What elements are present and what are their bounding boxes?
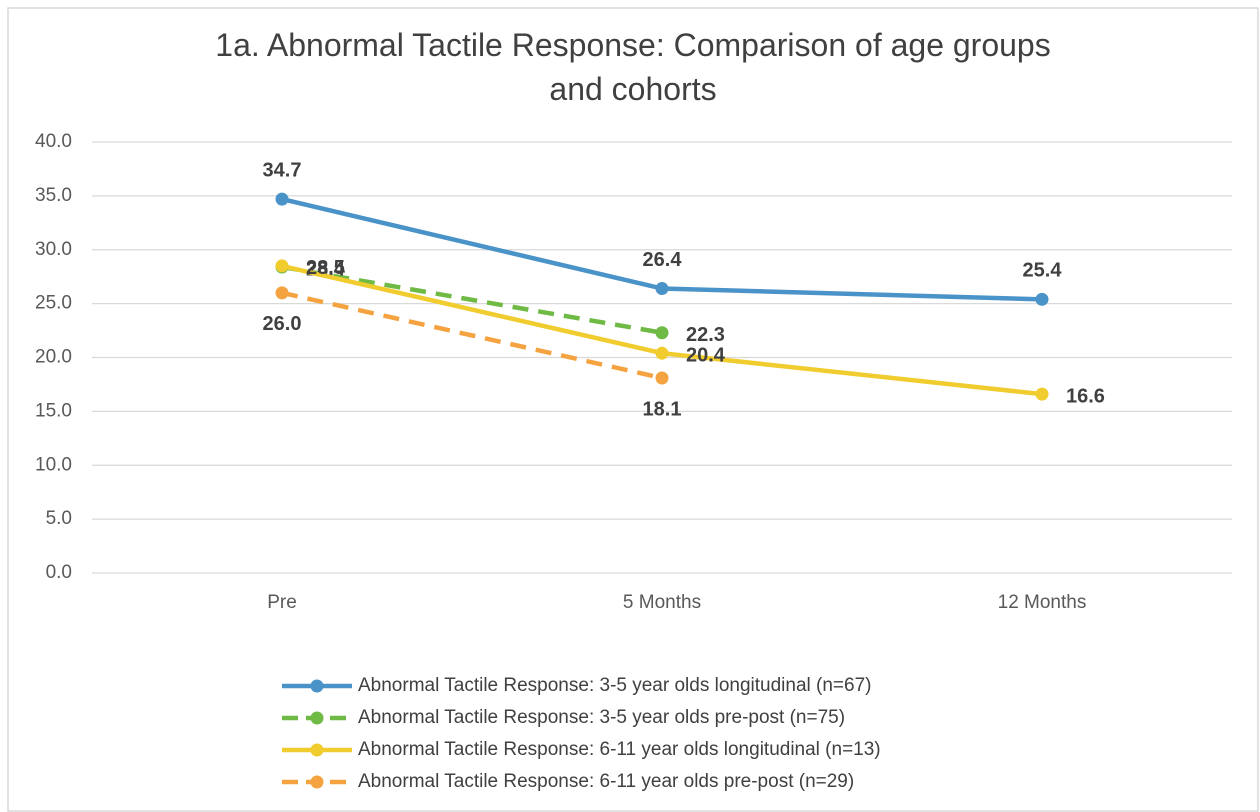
y-tick-label: 5.0 (46, 508, 72, 529)
x-tick-label: Pre (267, 592, 297, 613)
data-point (655, 326, 669, 340)
data-point (655, 346, 669, 360)
legend-label: Abnormal Tactile Response: 3-5 year olds… (358, 675, 871, 696)
legend-marker (310, 711, 324, 725)
series-line (281, 264, 663, 335)
y-tick-label: 40.0 (35, 131, 72, 152)
data-point (275, 286, 289, 300)
data-label: 28.5 (306, 257, 345, 279)
chart-title: 1a. Abnormal Tactile Response: Compariso… (215, 27, 1050, 107)
data-label: 26.4 (643, 249, 683, 271)
data-point (655, 371, 669, 385)
data-label: 34.7 (263, 159, 302, 181)
data-label: 25.4 (1023, 260, 1063, 282)
y-tick-label: 25.0 (35, 293, 72, 314)
data-label: 22.3 (686, 324, 725, 346)
data-point (275, 259, 289, 273)
y-tick-label: 35.0 (35, 185, 72, 206)
x-tick-label: 5 Months (623, 592, 701, 613)
x-tick-label: 12 Months (998, 592, 1087, 613)
data-point (1035, 387, 1049, 401)
data-point (275, 192, 289, 206)
data-label: 16.6 (1066, 385, 1105, 407)
legend-marker (310, 775, 324, 789)
data-point (1035, 292, 1049, 306)
y-tick-label: 15.0 (35, 400, 72, 421)
legend-marker (310, 679, 324, 693)
data-label: 20.4 (686, 344, 726, 366)
y-tick-label: 20.0 (35, 347, 72, 368)
data-point (655, 282, 669, 296)
legend-marker (310, 743, 324, 757)
y-tick-label: 10.0 (35, 454, 72, 475)
legend-label: Abnormal Tactile Response: 3-5 year olds… (358, 707, 845, 728)
data-label: 26.0 (263, 313, 302, 335)
y-tick-label: 30.0 (35, 239, 72, 260)
legend-label: Abnormal Tactile Response: 6-11 year old… (358, 771, 854, 792)
data-label: 18.1 (643, 398, 682, 420)
y-tick-label: 0.0 (46, 562, 72, 583)
legend-label: Abnormal Tactile Response: 6-11 year old… (358, 739, 881, 760)
series-line (281, 290, 663, 381)
